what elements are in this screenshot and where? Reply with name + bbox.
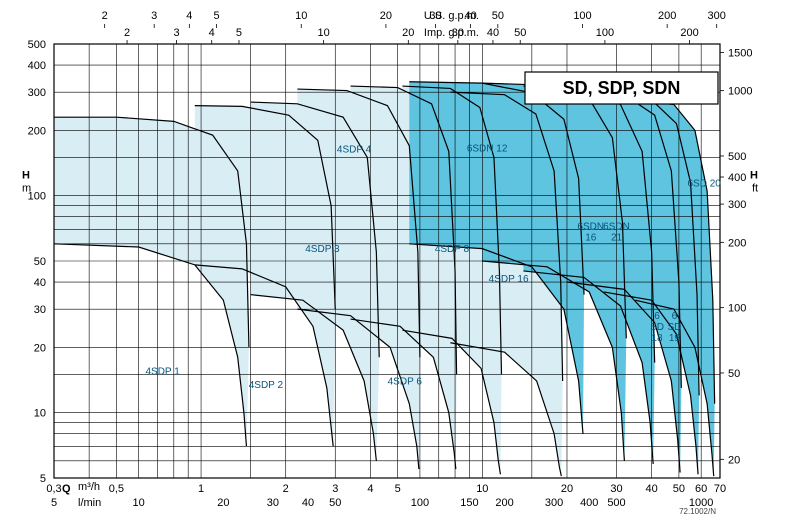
x-tick-usgpm: 10 <box>295 10 307 22</box>
y-tick-ft: 500 <box>728 151 746 163</box>
x-tick-m3h: 30 <box>610 483 622 495</box>
y-label-H: H <box>22 169 30 181</box>
x-tick-lmin: 400 <box>580 497 598 509</box>
curve-label: 4SDP 1 <box>145 366 180 377</box>
y-tick-ft: 50 <box>728 368 740 380</box>
y-tick-ft: 300 <box>728 199 746 211</box>
x-tick-impgpm: 4 <box>209 27 215 39</box>
x-tick-m3h: 40 <box>646 483 658 495</box>
y-tick-m: 30 <box>34 304 46 316</box>
x-tick-m3h: 70 <box>714 483 726 495</box>
x-tick-lmin: 500 <box>607 497 625 509</box>
y-tick-m: 20 <box>34 342 46 354</box>
y-tick-m: 200 <box>28 125 46 137</box>
x-tick-m3h: 2 <box>283 483 289 495</box>
y-tick-ft: 100 <box>728 303 746 315</box>
curve-label: 6 <box>672 311 678 322</box>
curve-label: SD <box>650 322 664 333</box>
y-tick-m: 300 <box>28 87 46 99</box>
x-tick-lmin: 300 <box>545 497 563 509</box>
x-tick-m3h: 1 <box>198 483 204 495</box>
y-tick-ft: 20 <box>728 454 740 466</box>
curve-label: 6SDN <box>603 221 630 232</box>
x-tick-m3h: 5 <box>395 483 401 495</box>
y-tick-m: 40 <box>34 277 46 289</box>
x-tick-m3h: 0,3 <box>46 483 61 495</box>
x-tick-usgpm: 4 <box>186 10 192 22</box>
x-tick-impgpm: 3 <box>174 27 180 39</box>
y-tick-ft: 200 <box>728 237 746 249</box>
x-tick-usgpm: 3 <box>151 10 157 22</box>
footer-code: 72.1002/N <box>679 507 716 516</box>
x-tick-m3h: 50 <box>673 483 685 495</box>
curve-label: 4SDP 8 <box>435 244 470 255</box>
y-tick-m: 5 <box>40 473 46 485</box>
curve-label: 4SDP 4 <box>337 145 372 156</box>
x-tick-impgpm: 50 <box>514 27 526 39</box>
curve-label: 4SDP 3 <box>305 244 340 255</box>
x-tick-m3h: 3 <box>332 483 338 495</box>
x-tick-usgpm: 50 <box>492 10 504 22</box>
x-tick-lmin: 100 <box>411 497 429 509</box>
x-tick-usgpm: 20 <box>380 10 392 22</box>
x-unit-m3h: m³/h <box>78 481 100 493</box>
x-tick-lmin: 20 <box>217 497 229 509</box>
curve-label: 4SDP 2 <box>249 380 284 391</box>
y-tick-m: 10 <box>34 408 46 420</box>
x-tick-usgpm: 200 <box>658 10 676 22</box>
curve-label: 6SD 20 <box>688 179 722 190</box>
x-tick-m3h: 20 <box>561 483 573 495</box>
x-tick-usgpm: 100 <box>573 10 591 22</box>
x-label-Q: Q <box>62 483 71 495</box>
x-tick-m3h: 10 <box>476 483 488 495</box>
curve-label: 6SDN 12 <box>467 143 508 154</box>
x-tick-lmin: 200 <box>495 497 513 509</box>
x-tick-impgpm: 200 <box>680 27 698 39</box>
x-tick-lmin: 10 <box>133 497 145 509</box>
y-tick-m: 500 <box>28 39 46 51</box>
x-unit-lmin: l/min <box>78 497 101 509</box>
curve-label: 18 <box>651 333 663 344</box>
x-tick-impgpm: 20 <box>402 27 414 39</box>
y-tick-ft: 400 <box>728 172 746 184</box>
x-tick-lmin: 50 <box>329 497 341 509</box>
x-tick-lmin: 40 <box>302 497 314 509</box>
x-unit-imp: Imp. g.p.m. <box>424 27 479 39</box>
x-unit-us: U.S. g.p.m. <box>424 10 479 22</box>
x-tick-impgpm: 5 <box>236 27 242 39</box>
y-label-H-ft: H <box>750 169 758 181</box>
y-unit-m: m <box>22 182 31 194</box>
x-tick-lmin: 5 <box>51 497 57 509</box>
x-tick-m3h: 4 <box>367 483 373 495</box>
curve-label: 4SDP 6 <box>388 376 423 387</box>
x-tick-impgpm: 2 <box>124 27 130 39</box>
y-tick-ft: 1000 <box>728 86 752 98</box>
curve-label: 4SDP 16 <box>489 274 529 285</box>
x-tick-m3h: 60 <box>695 483 707 495</box>
curve-label: 6SDN <box>577 221 604 232</box>
x-tick-impgpm: 100 <box>596 27 614 39</box>
chart-svg: 4SDP 1 4SDP 2 4SDP 3 4SDP 4 4SDP 6 4SDP 8 4SDP… <box>0 0 785 524</box>
curve-label: 16 <box>585 232 597 243</box>
curve-label: 21 <box>611 232 623 243</box>
x-tick-lmin: 150 <box>460 497 478 509</box>
curve-label: 19 <box>669 333 681 344</box>
x-tick-lmin: 30 <box>267 497 279 509</box>
pump-performance-chart: { "chart": { "type": "log-log-envelope",… <box>0 0 785 524</box>
y-unit-ft: ft <box>752 182 758 194</box>
x-tick-m3h: 0,5 <box>109 483 124 495</box>
x-tick-impgpm: 10 <box>318 27 330 39</box>
x-tick-usgpm: 2 <box>102 10 108 22</box>
x-tick-usgpm: 300 <box>708 10 726 22</box>
x-tick-impgpm: 40 <box>487 27 499 39</box>
curve-label: 6 <box>654 311 660 322</box>
y-tick-ft: 1500 <box>728 47 752 59</box>
y-tick-m: 400 <box>28 60 46 72</box>
curve-label: SD <box>667 322 681 333</box>
y-tick-m: 50 <box>34 256 46 268</box>
x-tick-usgpm: 5 <box>214 10 220 22</box>
chart-title: SD, SDP, SDN <box>563 78 681 98</box>
